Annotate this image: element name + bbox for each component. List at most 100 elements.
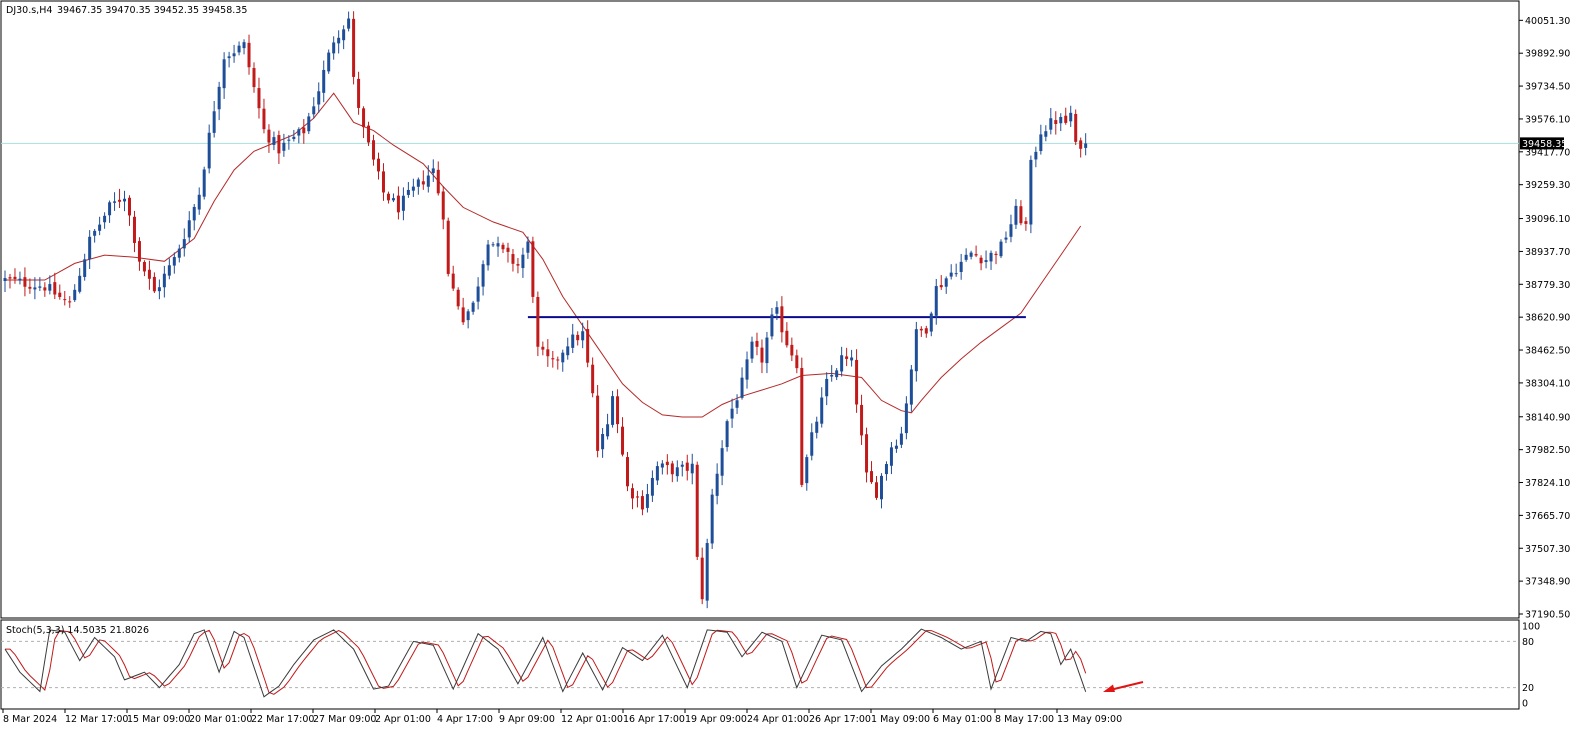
candle: [521, 247, 525, 278]
candle: [78, 267, 82, 294]
candle: [252, 62, 256, 93]
candle: [705, 538, 709, 609]
candle: [655, 461, 659, 486]
candle: [800, 357, 804, 488]
candle: [954, 263, 958, 277]
price-axis[interactable]: 40051.30 39892.90 39734.50 39576.10 39417.70…: [1519, 16, 1570, 621]
candle: [700, 547, 704, 605]
candle: [406, 182, 410, 198]
candle: [327, 49, 331, 74]
candle: [914, 321, 918, 382]
y-tick-label: 39259.30: [1525, 180, 1570, 191]
candle: [730, 398, 734, 428]
stochastic-main-line: [4, 628, 1087, 698]
candle: [670, 460, 674, 483]
candle: [167, 258, 171, 280]
candle: [879, 473, 883, 509]
candle: [212, 100, 216, 138]
candle: [1059, 113, 1063, 132]
x-tick-label: 22 Mar 17:00: [251, 714, 314, 725]
candle: [3, 270, 7, 292]
candle: [312, 97, 316, 119]
candle: [725, 419, 729, 452]
candle: [1064, 107, 1068, 125]
candle: [830, 365, 834, 382]
candle: [93, 229, 97, 243]
candle: [566, 337, 570, 360]
candle: [994, 251, 998, 265]
candle: [83, 253, 87, 281]
candle: [675, 460, 679, 482]
candles[interactable]: [3, 11, 1088, 609]
candle: [959, 253, 963, 280]
candle: [541, 341, 545, 356]
x-tick-label: 24 Apr 01:00: [747, 714, 809, 725]
candle: [974, 245, 978, 258]
candle: [979, 255, 983, 271]
candle: [850, 349, 854, 367]
candle: [192, 204, 196, 231]
candle: [446, 217, 450, 277]
candle: [381, 163, 385, 201]
candle: [262, 98, 266, 134]
candle: [630, 483, 634, 510]
candle: [8, 273, 12, 289]
x-tick-label: 26 Apr 17:00: [809, 714, 871, 725]
candle: [132, 210, 136, 253]
candle: [68, 296, 72, 308]
x-tick-label: 12 Apr 01:00: [561, 714, 623, 725]
candle: [142, 260, 146, 277]
candle: [23, 267, 27, 297]
candle: [1054, 111, 1058, 135]
y-tick-label: 39576.10: [1525, 114, 1570, 125]
candle: [795, 349, 799, 374]
candle: [884, 461, 888, 481]
candle: [1009, 214, 1013, 243]
candle: [113, 192, 117, 211]
x-tick-label: 15 Mar 09:00: [127, 714, 190, 725]
candle: [870, 461, 874, 484]
candle: [1004, 231, 1008, 244]
candle: [471, 300, 475, 315]
candle: [596, 385, 600, 458]
candle: [765, 331, 769, 374]
candle: [969, 250, 973, 260]
candle: [53, 272, 57, 300]
candle: [421, 170, 425, 190]
candle: [202, 166, 206, 200]
candle: [805, 454, 809, 491]
candle: [33, 277, 37, 300]
candle: [889, 441, 893, 475]
candle: [501, 242, 505, 253]
candle: [88, 230, 92, 270]
candle: [461, 297, 465, 325]
candle: [401, 187, 405, 221]
y-tick-label: 38140.90: [1525, 412, 1570, 423]
candle: [815, 416, 819, 439]
y-tick-label: 38304.10: [1525, 378, 1570, 389]
y-tick-label: 39096.10: [1525, 214, 1570, 225]
candle: [232, 44, 236, 63]
candle: [516, 257, 520, 274]
candle: [317, 82, 321, 113]
candle: [735, 394, 739, 414]
candle: [1024, 217, 1028, 231]
candle: [123, 190, 127, 212]
candle: [919, 326, 923, 337]
x-tick-label: 2 Apr 01:00: [375, 714, 431, 725]
candle: [431, 159, 435, 182]
candle: [740, 367, 744, 400]
x-tick-label: 6 May 01:00: [933, 714, 992, 725]
stochastic-tick-label: 100: [1522, 622, 1540, 633]
candle: [924, 325, 928, 338]
candle: [272, 131, 276, 151]
candle: [322, 60, 326, 103]
candle: [282, 133, 286, 157]
candle: [1029, 155, 1033, 234]
x-tick-label: 9 Apr 09:00: [499, 714, 555, 725]
stochastic-tick-label: 0: [1522, 699, 1528, 710]
candle: [680, 460, 684, 477]
candle: [904, 396, 908, 440]
